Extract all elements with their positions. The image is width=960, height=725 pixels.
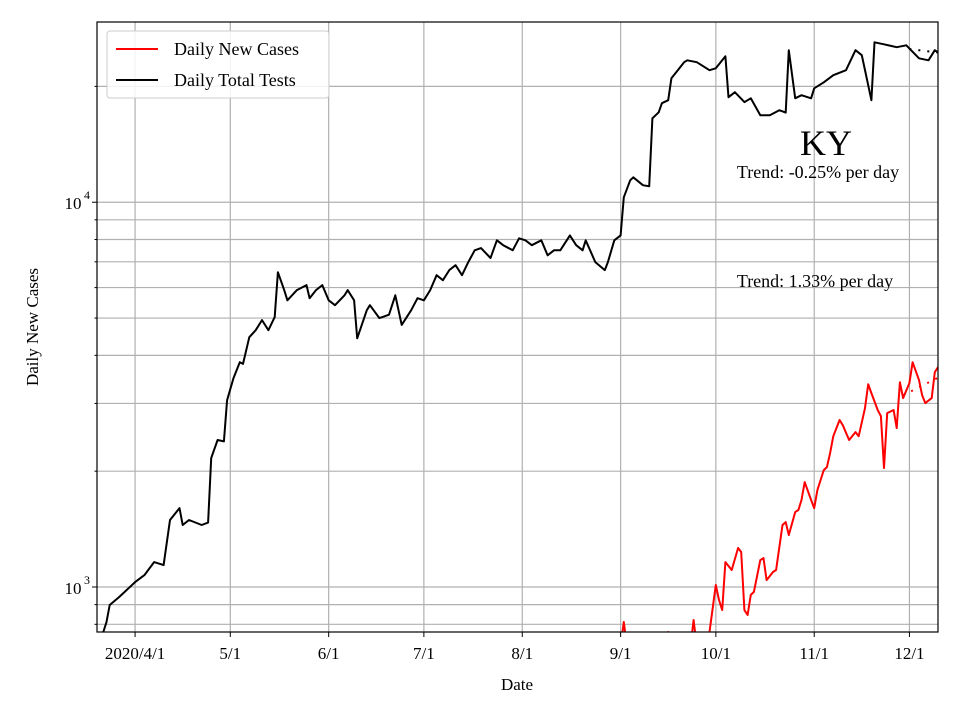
y-tick-exponent: 4 [84,188,90,202]
x-axis-label: Date [501,675,533,694]
y-tick-label: 10 [65,194,82,213]
y-tick-exponent: 3 [84,573,90,587]
x-tick-label: 10/1 [701,644,731,663]
y-axis-label: Daily New Cases [23,268,42,386]
legend: Daily New Cases Daily Total Tests [106,30,330,99]
trend-tests-label: Trend: -0.25% per day [737,162,899,182]
x-tick-label: 12/1 [894,644,924,663]
trend-cases-label: Trend: 1.33% per day [737,271,893,291]
legend-label-cases: Daily New Cases [174,39,299,59]
series-line-daily-new-cases [621,361,938,632]
plot-frame [96,21,939,633]
x-tick-label: 5/1 [219,644,241,663]
x-tick-label: 11/1 [799,644,829,663]
legend-label-tests: Daily Total Tests [174,70,296,90]
x-tick-label: 8/1 [511,644,533,663]
grid [97,22,938,632]
trend-line-daily-new-cases [902,376,938,397]
x-tick-label: 6/1 [318,644,340,663]
x-axis: 2020/4/1 5/1 6/1 7/1 8/1 9/1 10/1 11/1 12/1 [105,632,925,663]
series-lines [102,41,938,632]
series-line-daily-total-tests [102,41,938,632]
x-tick-label: 2020/4/1 [105,644,165,663]
y-tick-label: 10 [65,579,82,598]
state-label: KY [800,123,852,163]
x-tick-label: 9/1 [610,644,632,663]
x-tick-label: 7/1 [413,644,435,663]
legend-box [106,30,330,99]
